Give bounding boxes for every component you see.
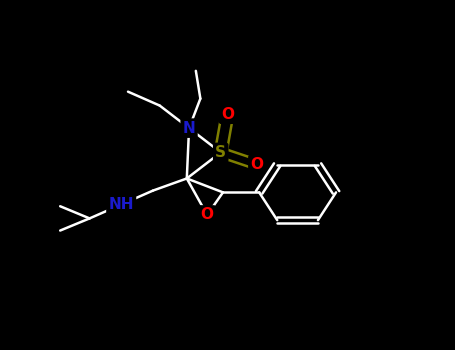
Text: O: O (250, 157, 263, 172)
Text: N: N (183, 121, 196, 135)
Text: NH: NH (108, 197, 134, 212)
Text: O: O (201, 208, 214, 223)
Text: O: O (221, 107, 234, 122)
Text: S: S (215, 145, 226, 160)
